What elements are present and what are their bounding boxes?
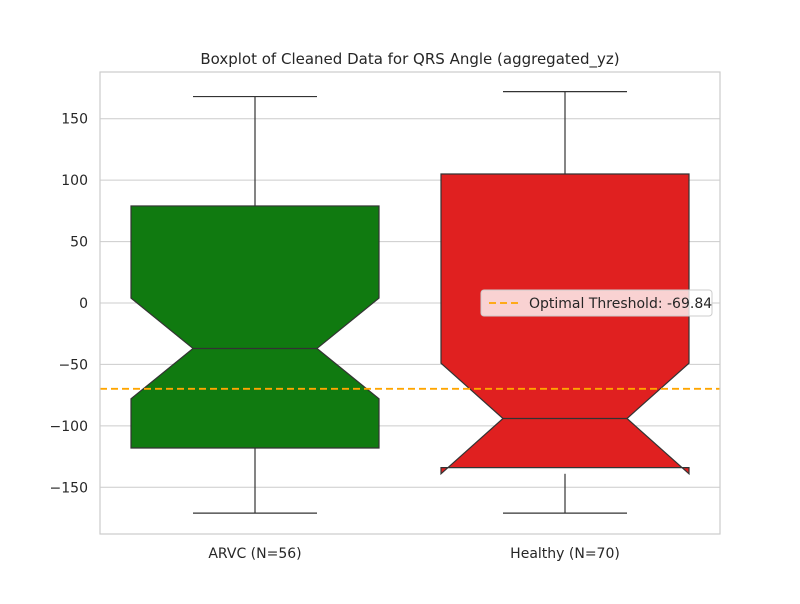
x-tick-label: ARVC (N=56): [208, 546, 301, 562]
y-tick-label: 50: [70, 235, 88, 251]
plot-frame: [99, 71, 721, 535]
legend-label: Optimal Threshold: -69.84: [529, 296, 712, 312]
chart-title: Boxplot of Cleaned Data for QRS Angle (a…: [200, 50, 619, 69]
y-tick-label: 0: [79, 296, 88, 312]
y-tick-label: 100: [61, 173, 88, 189]
box-body: [440, 173, 690, 476]
y-tick-label: −50: [58, 357, 88, 373]
y-tick-label: −100: [50, 419, 88, 435]
y-tick-label: 150: [61, 112, 88, 128]
legend-box: [480, 289, 713, 317]
box-0: [130, 95, 380, 514]
x-tick-label: Healthy (N=70): [510, 546, 620, 562]
box-body: [130, 205, 380, 449]
box-1: [440, 91, 690, 514]
y-tick-label: −150: [50, 480, 88, 496]
